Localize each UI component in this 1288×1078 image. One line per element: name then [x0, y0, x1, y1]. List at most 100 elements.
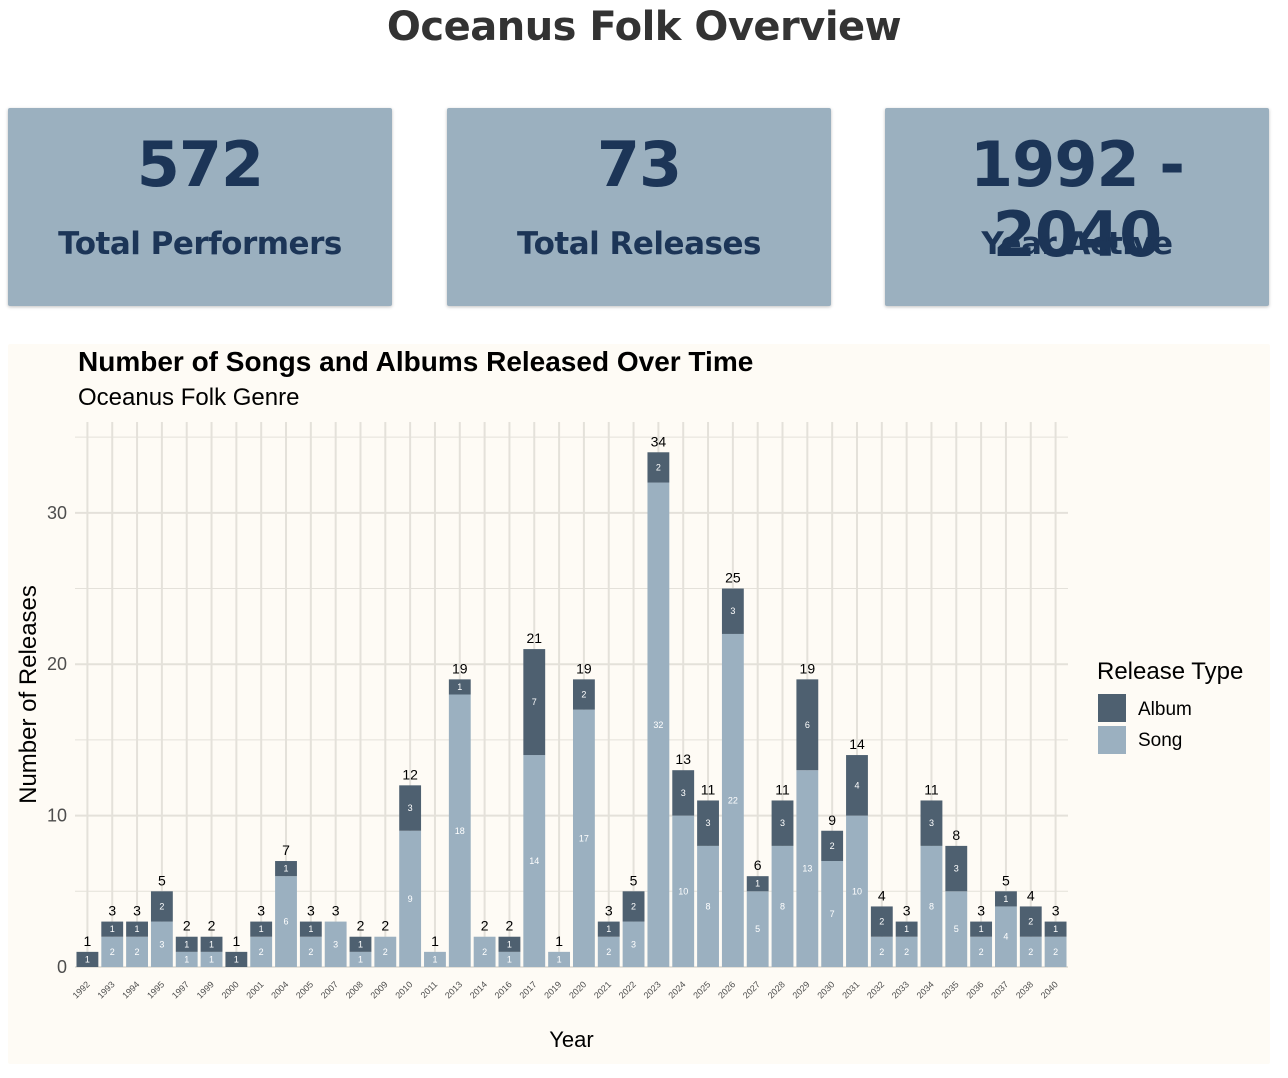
- bar-song-label: 1: [507, 954, 512, 964]
- bar-album: [101, 921, 124, 937]
- bar-album-label: 4: [854, 780, 859, 790]
- bar-album-label: 1: [1053, 924, 1058, 934]
- bar-song-label: 2: [904, 947, 909, 957]
- x-tick-label: 2030: [815, 979, 836, 1000]
- bar-album-label: 1: [507, 939, 512, 949]
- bar-album-label: 1: [135, 924, 140, 934]
- bar-album-label: 6: [805, 720, 810, 730]
- bar-album: [870, 906, 893, 937]
- y-tick-label: 30: [47, 503, 67, 523]
- bar-song: [548, 951, 571, 967]
- bar-album-label: 3: [730, 606, 735, 616]
- bar-song-label: 1: [358, 954, 363, 964]
- bar-album: [771, 800, 794, 846]
- bar-song-label: 3: [159, 939, 164, 949]
- legend-title: Release Type: [1097, 658, 1243, 685]
- bar-song: [101, 936, 124, 967]
- bar-album-label: 1: [209, 939, 214, 949]
- bar-album-label: 3: [408, 803, 413, 813]
- bar-total-label: 5: [1002, 872, 1010, 888]
- bar-song: [572, 709, 595, 967]
- x-tick-label: 1993: [95, 979, 116, 1000]
- kpi-label: Total Performers: [58, 226, 342, 262]
- y-axis-title: Number of Releases: [15, 585, 42, 804]
- bar-song-label: 1: [184, 954, 189, 964]
- chart-subtitle: Oceanus Folk Genre: [78, 384, 300, 411]
- bar-album: [498, 936, 521, 952]
- bar-song: [299, 936, 322, 967]
- bar-song: [697, 845, 719, 967]
- x-tick-label: 2035: [939, 979, 960, 1000]
- bar-album: [672, 770, 695, 816]
- bar-song-label: 2: [259, 947, 264, 957]
- bar-album: [175, 936, 198, 952]
- bar-total-label: 5: [630, 872, 638, 888]
- bar-album-label: 2: [631, 901, 636, 911]
- bar-album: [647, 452, 670, 483]
- bar-total-label: 19: [576, 660, 592, 676]
- bar-song: [399, 830, 422, 967]
- bar-song: [622, 921, 645, 967]
- bar-song: [920, 845, 943, 967]
- bar-album-label: 1: [284, 864, 289, 874]
- bar-album-label: 1: [457, 682, 462, 692]
- bar-total-label: 1: [555, 933, 563, 949]
- x-tick-label: 2010: [393, 979, 414, 1000]
- bar-album-label: 1: [234, 954, 239, 964]
- bar-song: [498, 951, 521, 967]
- bar-total-label: 3: [977, 903, 985, 919]
- bar-total-label: 4: [878, 887, 886, 903]
- bar-album-label: 1: [904, 924, 909, 934]
- x-tick-label: 2013: [443, 979, 464, 1000]
- bar-album: [597, 921, 620, 937]
- bar-album: [349, 936, 372, 952]
- x-tick-label: 1999: [195, 979, 216, 1000]
- bar-song: [200, 951, 223, 967]
- bar-song-label: 4: [1003, 932, 1008, 942]
- bar-song: [995, 906, 1017, 967]
- x-tick-label: 2009: [368, 979, 389, 1000]
- bar-album-label: 2: [581, 690, 586, 700]
- bar-total-label: 9: [828, 812, 836, 828]
- bar-song: [374, 936, 397, 967]
- kpi-value: 1992 - 2040: [970, 128, 1185, 271]
- x-tick-label: 2020: [567, 979, 588, 1000]
- y-tick-label: 10: [47, 806, 67, 826]
- bar-total-label: 1: [431, 933, 439, 949]
- x-tick-label: 2023: [642, 979, 663, 1000]
- bar-album: [697, 800, 719, 846]
- bar-song-label: 1: [557, 954, 562, 964]
- bar-total-label: 11: [924, 781, 939, 797]
- bar-song-label: 5: [755, 924, 760, 934]
- bar-song-label: 2: [482, 947, 487, 957]
- bar-song-label: 17: [579, 833, 589, 843]
- kpi-card-total-performers: 572 Total Performers: [8, 108, 392, 306]
- bar-song: [870, 936, 893, 967]
- bar-song: [349, 951, 372, 967]
- bar-total-label: 19: [800, 660, 816, 676]
- bar-album: [572, 679, 595, 710]
- x-tick-label: 2021: [592, 979, 613, 1000]
- bar-song: [523, 755, 546, 967]
- bar-total-label: 2: [208, 918, 216, 934]
- bar-song-label: 2: [135, 947, 140, 957]
- bar-album: [945, 845, 968, 892]
- x-tick-label: 2040: [1039, 979, 1060, 1000]
- bar-total-label: 3: [903, 903, 911, 919]
- bar-album: [1019, 906, 1042, 937]
- kpi-value: 572: [136, 128, 264, 201]
- bar-song: [970, 936, 993, 967]
- bar-song-label: 1: [432, 954, 437, 964]
- bar-song: [473, 936, 496, 967]
- bar-album-label: 2: [879, 917, 884, 927]
- bar-album-label: 1: [308, 924, 313, 934]
- bar-song: [175, 951, 198, 967]
- bar-song: [746, 891, 769, 967]
- bar-song-label: 6: [284, 917, 289, 927]
- bar-album: [995, 891, 1017, 907]
- bar-song-label: 10: [678, 886, 688, 896]
- bar-song-label: 1: [209, 954, 214, 964]
- y-tick-label: 20: [47, 654, 67, 674]
- bar-song: [275, 876, 297, 967]
- bar-album-label: 1: [110, 924, 115, 934]
